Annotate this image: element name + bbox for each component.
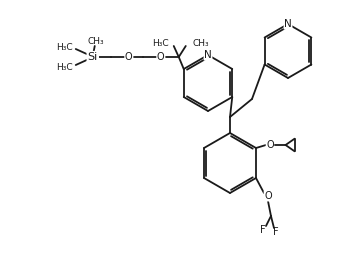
Text: CH₃: CH₃	[87, 36, 104, 45]
Text: Si: Si	[88, 52, 98, 62]
Text: H₃C: H₃C	[56, 43, 73, 52]
Text: F: F	[273, 227, 279, 237]
Text: F: F	[260, 225, 266, 235]
Text: N: N	[284, 19, 292, 29]
Text: H₃C: H₃C	[152, 38, 169, 47]
Text: CH₃: CH₃	[193, 38, 209, 47]
Text: O: O	[157, 52, 165, 62]
Text: O: O	[266, 140, 274, 150]
Text: O: O	[264, 191, 272, 201]
Text: H₃C: H₃C	[56, 62, 73, 71]
Text: O: O	[125, 52, 132, 62]
Text: N: N	[204, 50, 212, 60]
